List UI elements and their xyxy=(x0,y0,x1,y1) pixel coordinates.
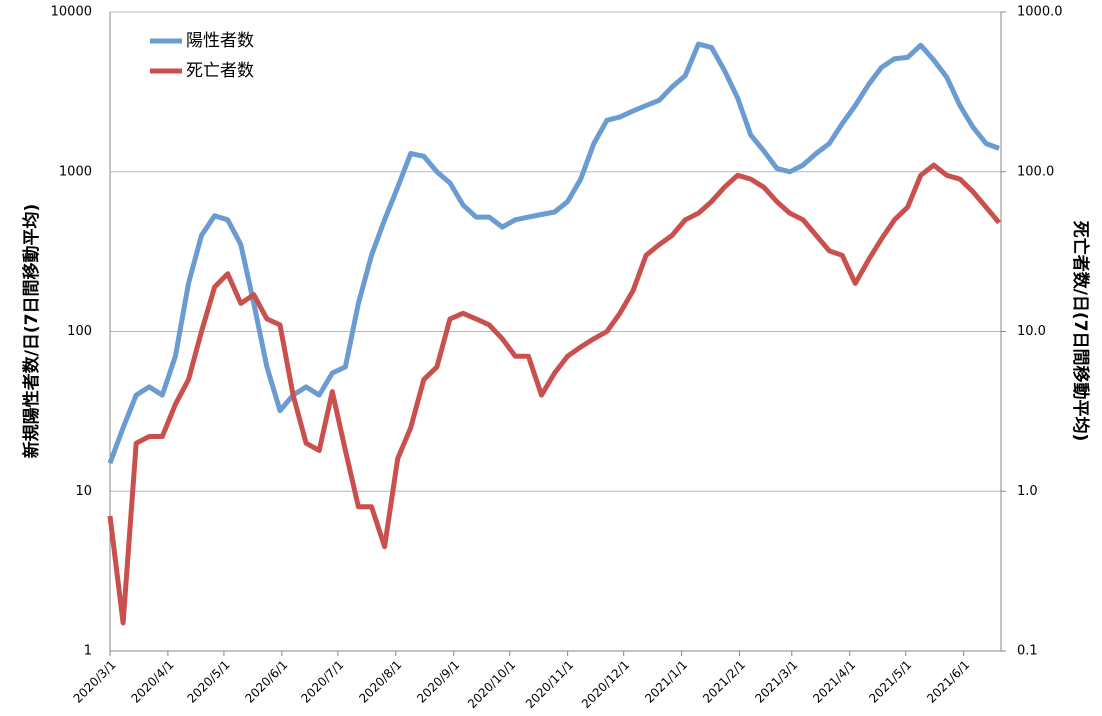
x-tick-label: 2020/6/1 xyxy=(242,658,290,706)
x-tick-label: 2020/3/1 xyxy=(71,658,119,706)
y2-tick-label: 1.0 xyxy=(1017,484,1038,499)
x-tick-label: 2021/5/1 xyxy=(866,658,914,706)
x-tick-label: 2020/7/1 xyxy=(298,658,346,706)
y-tick-label: 1000 xyxy=(59,164,92,179)
x-tick-label: 2021/2/1 xyxy=(700,658,748,706)
x-tick-label: 2021/1/1 xyxy=(642,658,690,706)
y-tick-label: 10 xyxy=(75,484,92,499)
y2-tick-label: 100.0 xyxy=(1017,164,1054,179)
x-tick-label: 2021/4/1 xyxy=(810,658,858,706)
y-axis-title: 新規陽性者数/日(7日間移動平均) xyxy=(21,204,42,459)
y2-tick-label: 0.1 xyxy=(1017,644,1038,659)
x-tick-label: 2020/8/1 xyxy=(356,658,404,706)
legend-label: 陽性者数 xyxy=(186,31,254,51)
x-tick-label: 2020/11/1 xyxy=(523,658,576,711)
x-tick-label: 2020/12/1 xyxy=(579,658,632,711)
y-tick-label: 10000 xyxy=(51,5,92,20)
series-line xyxy=(107,162,1002,626)
x-tick-label: 2020/4/1 xyxy=(128,658,176,706)
y-tick-label: 1 xyxy=(84,644,92,659)
y-tick-label: 100 xyxy=(67,324,92,339)
series-line xyxy=(107,41,1000,464)
x-tick-label: 2021/3/1 xyxy=(752,658,800,706)
legend-label: 死亡者数 xyxy=(186,61,254,81)
y2-axis-title: 死亡者数/日(7日間移動平均) xyxy=(1070,221,1091,442)
x-tick-label: 2021/6/1 xyxy=(924,658,972,706)
y2-tick-label: 1000.0 xyxy=(1017,5,1063,20)
x-tick-label: 2020/10/1 xyxy=(465,658,518,711)
x-tick-label: 2020/5/1 xyxy=(185,658,233,706)
y2-tick-label: 10.0 xyxy=(1017,324,1046,339)
x-tick-label: 2020/9/1 xyxy=(414,658,462,706)
